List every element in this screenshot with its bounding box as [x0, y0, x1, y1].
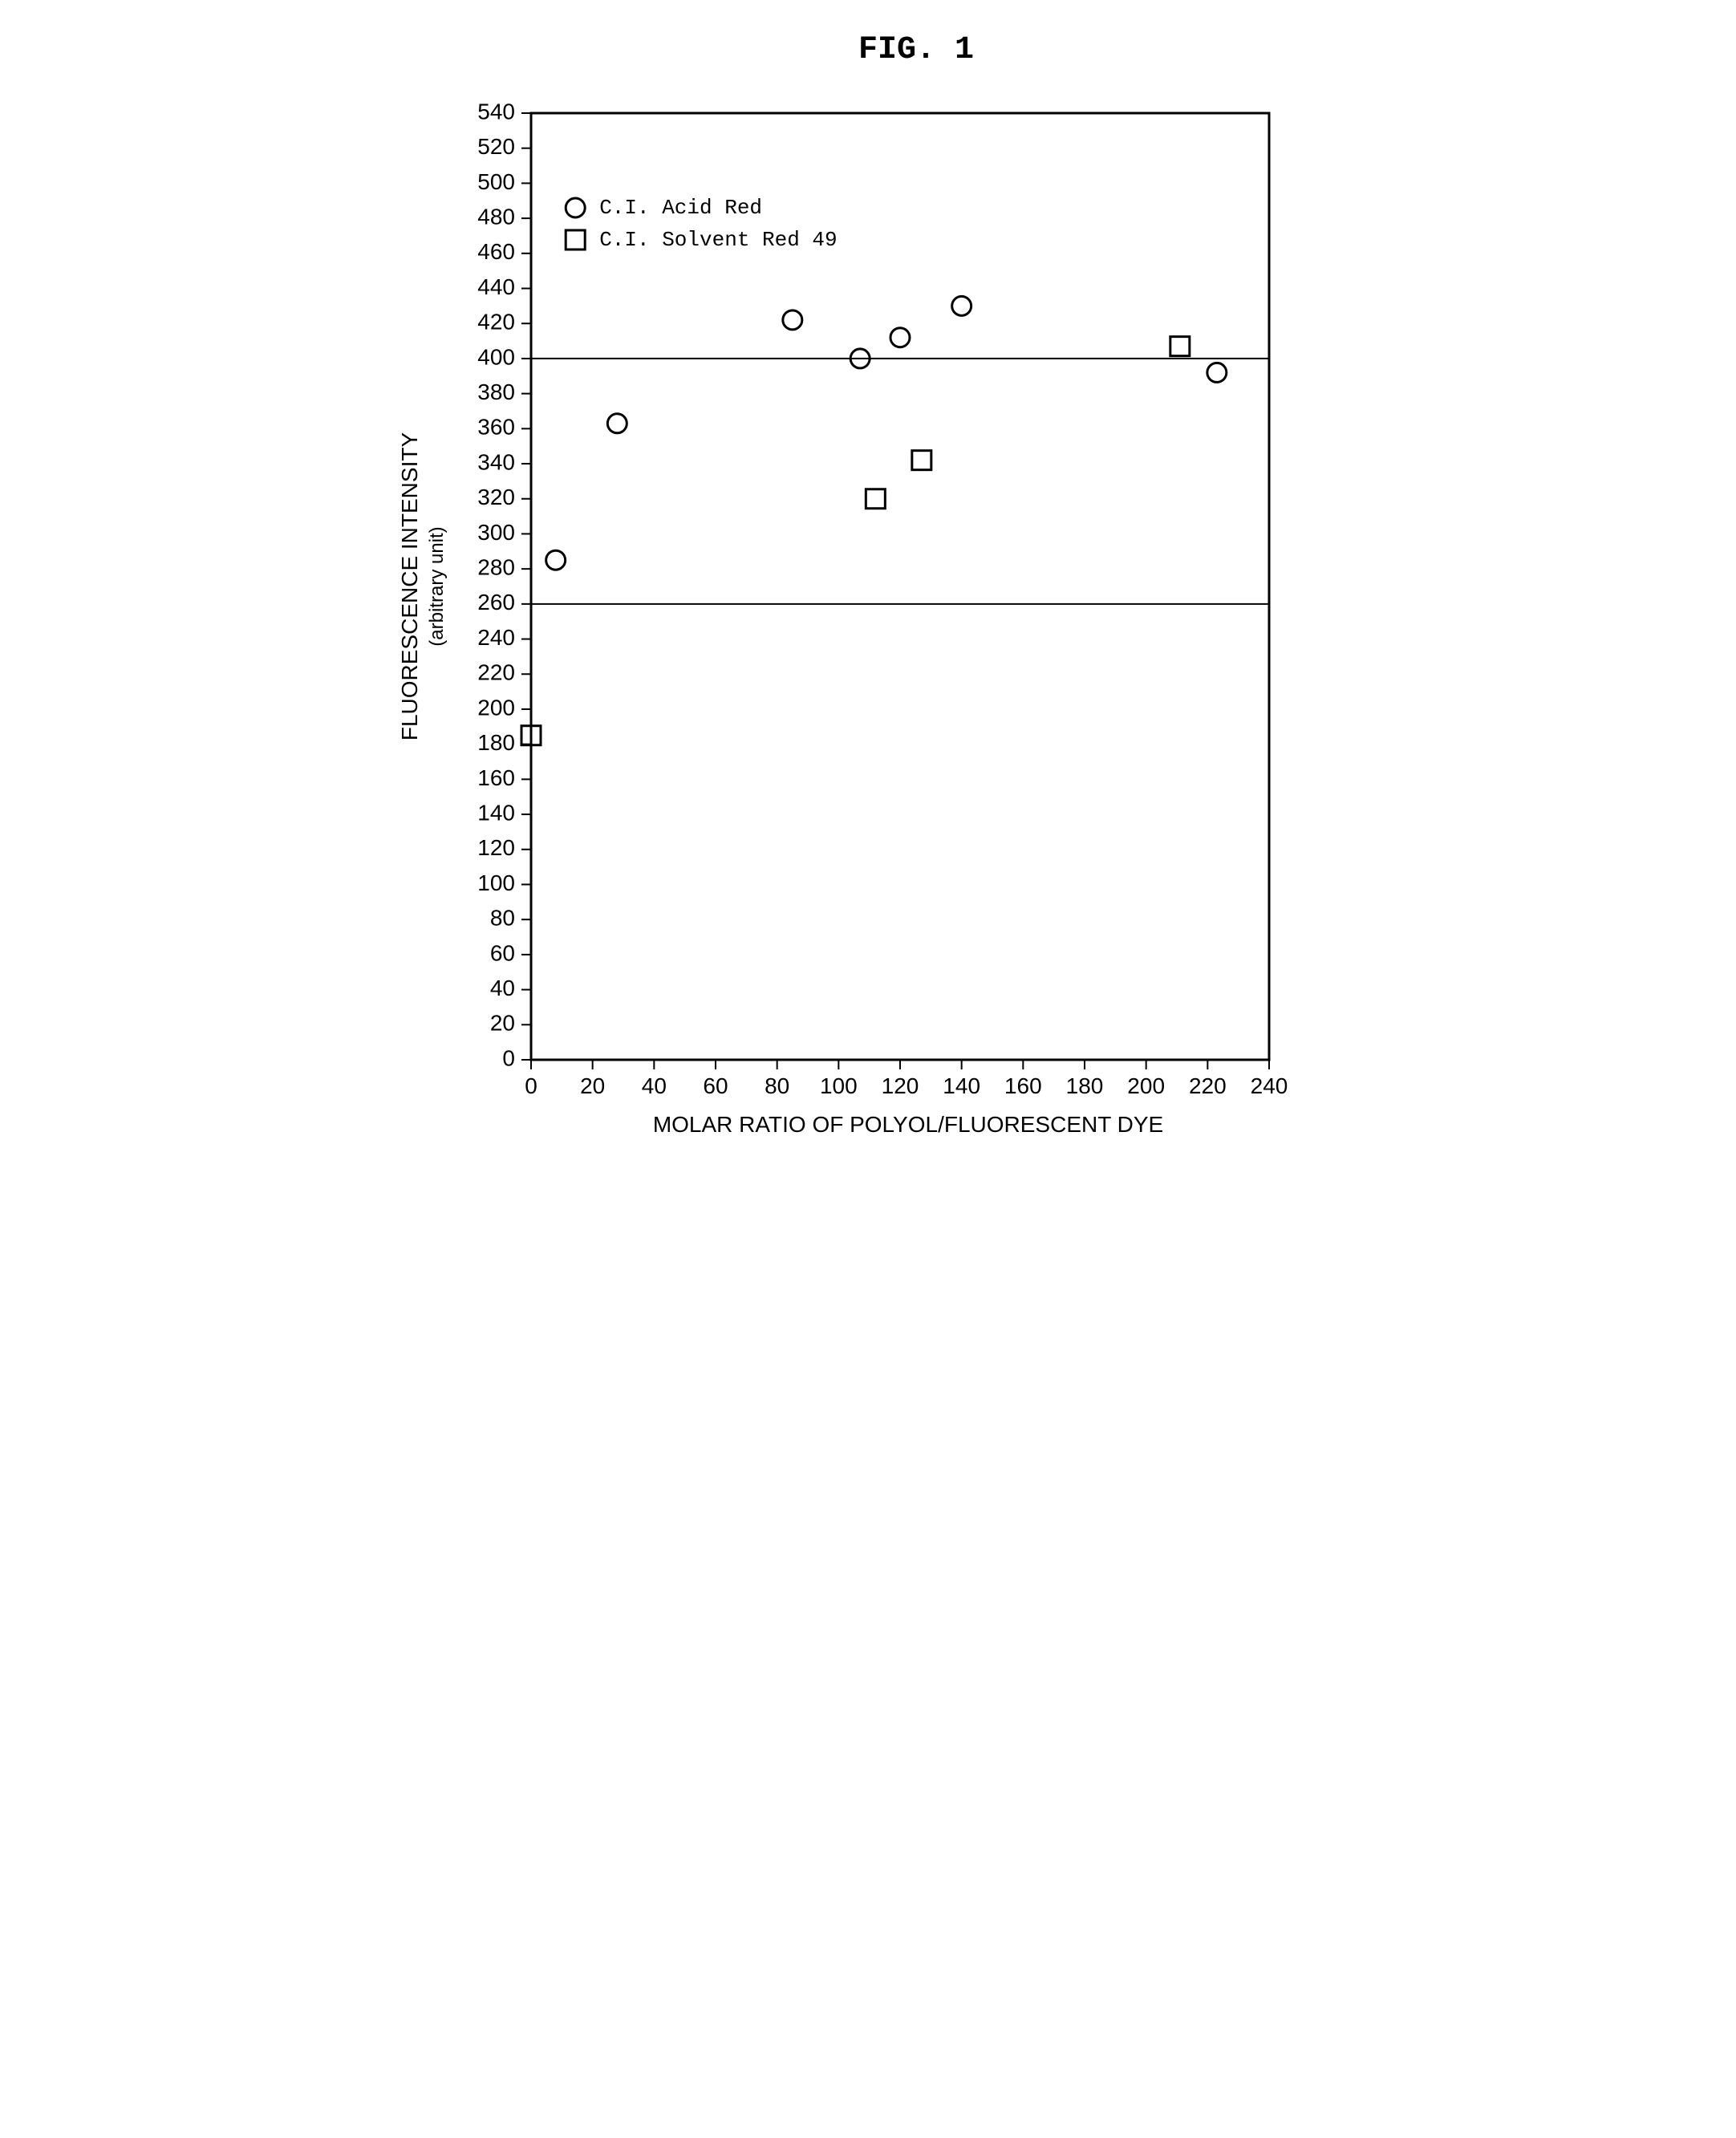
y-tick-label: 400	[477, 344, 515, 369]
y-tick-label: 440	[477, 274, 515, 299]
y-tick-label: 60	[490, 940, 515, 965]
y-tick-label: 420	[477, 310, 515, 335]
x-tick-label: 0	[525, 1073, 537, 1098]
y-tick-label: 300	[477, 520, 515, 545]
x-tick-label: 220	[1189, 1073, 1227, 1098]
svg-text:FLUORESCENCE INTENSITY: FLUORESCENCE INTENSITY	[397, 432, 422, 741]
x-tick-label: 160	[1004, 1073, 1042, 1098]
y-tick-label: 240	[477, 625, 515, 650]
scatter-chart: 0204060801001201401601802002202402602803…	[387, 97, 1293, 1196]
y-tick-label: 220	[477, 660, 515, 685]
y-tick-label: 520	[477, 134, 515, 159]
legend-solvent-red-49-label: C.I. Solvent Red 49	[599, 228, 837, 252]
x-tick-label: 140	[943, 1073, 980, 1098]
y-tick-label: 20	[490, 1011, 515, 1036]
y-tick-label: 540	[477, 99, 515, 124]
x-tick-label: 60	[703, 1073, 728, 1098]
figure-container: FIG. 1 020406080100120140160180200220240…	[387, 32, 1349, 1196]
y-tick-label: 280	[477, 555, 515, 580]
y-tick-label: 500	[477, 169, 515, 194]
figure-title: FIG. 1	[483, 32, 1349, 68]
x-tick-label: 120	[882, 1073, 919, 1098]
x-tick-label: 100	[820, 1073, 858, 1098]
legend-acid-red-label: C.I. Acid Red	[599, 196, 762, 220]
y-tick-label: 40	[490, 976, 515, 1000]
y-tick-label: 360	[477, 415, 515, 440]
y-tick-label: 160	[477, 765, 515, 790]
y-tick-label: 120	[477, 835, 515, 860]
y-tick-label: 180	[477, 730, 515, 755]
y-tick-label: 200	[477, 695, 515, 720]
y-tick-label: 0	[502, 1045, 515, 1070]
x-tick-label: 200	[1127, 1073, 1165, 1098]
y-tick-label: 320	[477, 485, 515, 509]
x-tick-label: 40	[642, 1073, 667, 1098]
chart-wrapper: 0204060801001201401601802002202402602803…	[387, 97, 1349, 1196]
y-tick-label: 260	[477, 590, 515, 615]
x-tick-label: 80	[765, 1073, 789, 1098]
x-tick-label: 180	[1066, 1073, 1104, 1098]
y-tick-label: 80	[490, 906, 515, 931]
y-tick-label: 140	[477, 800, 515, 825]
x-tick-label: 240	[1251, 1073, 1288, 1098]
x-tick-label: 20	[580, 1073, 605, 1098]
x-axis-label: MOLAR RATIO OF POLYOL/FLUORESCENT DYE	[653, 1112, 1163, 1137]
y-tick-label: 100	[477, 870, 515, 895]
y-tick-label: 480	[477, 205, 515, 229]
y-tick-label: 460	[477, 239, 515, 264]
y-tick-label: 380	[477, 379, 515, 404]
svg-text:(arbitrary unit): (arbitrary unit)	[426, 526, 448, 646]
y-tick-label: 340	[477, 449, 515, 474]
